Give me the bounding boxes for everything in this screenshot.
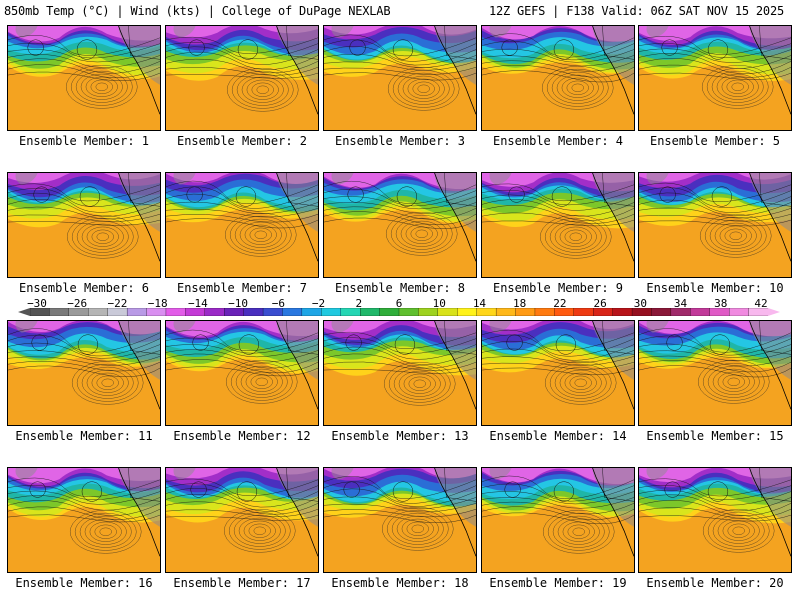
ensemble-member-label: Ensemble Member: 10	[646, 281, 784, 295]
colorbar-tick-label: 34	[673, 297, 688, 310]
ensemble-member-label: Ensemble Member: 6	[18, 281, 150, 295]
colorbar-swatch	[165, 308, 186, 316]
ensemble-member-map	[165, 172, 319, 278]
colorbar-tick-label: −26	[67, 297, 88, 310]
ensemble-member-map	[7, 320, 161, 426]
ensemble-member-label: Ensemble Member: 17	[173, 576, 311, 590]
ensemble-member-map	[7, 172, 161, 278]
ensemble-member-label: Ensemble Member: 18	[331, 576, 469, 590]
colorbar-swatch	[88, 308, 109, 316]
ensemble-member-label: Ensemble Member: 4	[492, 134, 624, 148]
colorbar-tick-label: 10	[432, 297, 446, 310]
ensemble-member-label: Ensemble Member: 5	[649, 134, 781, 148]
colorbar-tick-label: 26	[593, 297, 607, 310]
colorbar-tick-label: 42	[754, 297, 768, 310]
ensemble-member-label: Ensemble Member: 8	[334, 281, 466, 295]
ensemble-member-label: Ensemble Member: 11	[15, 429, 153, 443]
colorbar-swatch	[49, 308, 70, 316]
ensemble-member-label: Ensemble Member: 9	[492, 281, 624, 295]
colorbar-tick-label: 14	[472, 297, 487, 310]
map-title: 850mb Temp (°C) | Wind (kts) | College o…	[4, 4, 391, 18]
ensemble-member-map	[165, 467, 319, 573]
colorbar-tick-label: 6	[395, 297, 403, 310]
ensemble-member-label: Ensemble Member: 15	[646, 429, 784, 443]
ensemble-member-label: Ensemble Member: 14	[489, 429, 627, 443]
ensemble-member-label: Ensemble Member: 12	[173, 429, 311, 443]
colorbar-swatch	[690, 308, 711, 316]
colorbar-low-arrow	[18, 308, 30, 316]
colorbar-tick-label: 38	[714, 297, 728, 310]
colorbar-tick-label: 18	[513, 297, 527, 310]
colorbar-swatch	[573, 308, 594, 316]
colorbar-swatch	[651, 308, 672, 316]
ensemble-member-label: Ensemble Member: 13	[331, 429, 469, 443]
ensemble-member-label: Ensemble Member: 2	[176, 134, 308, 148]
colorbar-tick-label: −10	[228, 297, 249, 310]
ensemble-member-label: Ensemble Member: 7	[176, 281, 308, 295]
ensemble-member-map	[638, 172, 792, 278]
ensemble-member-map	[481, 172, 635, 278]
colorbar-tick-label: −2	[311, 297, 326, 310]
ensemble-member-map	[323, 25, 477, 131]
ensemble-member-label: Ensemble Member: 16	[15, 576, 153, 590]
colorbar-tick-label: 22	[553, 297, 567, 310]
colorbar-tick-label: −22	[107, 297, 128, 310]
ensemble-member-map	[323, 467, 477, 573]
ensemble-member-map	[165, 320, 319, 426]
ensemble-member-map	[638, 25, 792, 131]
colorbar-swatch	[282, 308, 303, 316]
ensemble-member-map	[7, 467, 161, 573]
colorbar-swatch	[729, 308, 750, 316]
colorbar-tick-label: −14	[187, 297, 208, 310]
ensemble-member-map	[481, 25, 635, 131]
colorbar-swatch	[534, 308, 555, 316]
colorbar-high-arrow	[768, 308, 780, 316]
ensemble-member-map	[638, 320, 792, 426]
temperature-colorbar	[30, 308, 768, 316]
ensemble-member-label: Ensemble Member: 20	[646, 576, 784, 590]
colorbar-tick-label: −18	[147, 297, 168, 310]
ensemble-member-map	[323, 320, 477, 426]
colorbar-swatch	[612, 308, 633, 316]
ensemble-member-map	[165, 25, 319, 131]
colorbar-tick-label: 2	[355, 297, 363, 310]
colorbar-tick-label: 30	[633, 297, 647, 310]
colorbar-swatch	[126, 308, 147, 316]
ensemble-member-label: Ensemble Member: 3	[334, 134, 466, 148]
ensemble-member-map	[481, 467, 635, 573]
ensemble-member-map	[638, 467, 792, 573]
model-run-valid-time: 12Z GEFS | F138 Valid: 06Z SAT NOV 15 20…	[488, 4, 784, 18]
ensemble-member-label: Ensemble Member: 1	[18, 134, 150, 148]
colorbar-tick-label: −6	[271, 297, 285, 310]
colorbar-tick-label: −30	[27, 297, 47, 310]
ensemble-member-map	[323, 172, 477, 278]
ensemble-member-label: Ensemble Member: 19	[489, 576, 627, 590]
colorbar-swatch	[360, 308, 381, 316]
ensemble-member-map	[7, 25, 161, 131]
ensemble-member-map	[481, 320, 635, 426]
colorbar-swatch	[748, 308, 768, 316]
